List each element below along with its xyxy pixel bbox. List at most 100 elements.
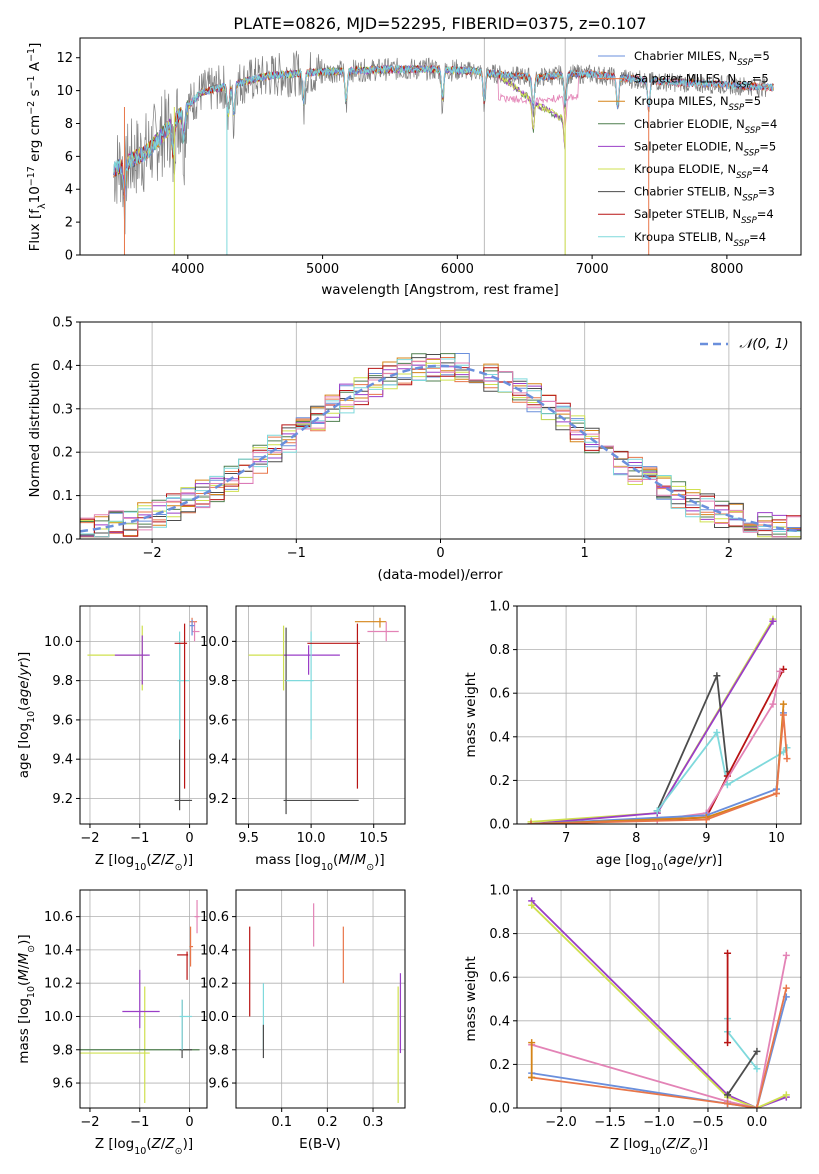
spectrum-ytick-label: 4 [65, 183, 73, 198]
age-vs-z-ylabel-part: 10 [26, 711, 37, 723]
legend-label-text: Kroupa MILES, N [634, 94, 729, 108]
weight-vs-z-xlabel-part: ⊙ [690, 1146, 698, 1157]
legend-label-kroupa_elodie: Kroupa ELODIE, NSSP=4 [634, 162, 769, 181]
spectrum-ylabel-part: Flux [f [27, 208, 43, 252]
hist-pink [80, 358, 801, 539]
age_vs_mass-xtick-label: 10.0 [297, 831, 326, 846]
mass_vs_ebv-xtick-label: 0.3 [363, 1115, 384, 1130]
age-vs-mass-xlabel-part: ( [333, 852, 338, 868]
weight-marker-kroupa_miles [528, 1039, 536, 1047]
age-vs-z-ylabel-part: age [log [16, 723, 32, 778]
age_vs_mass-xtick-label: 9.5 [238, 831, 259, 846]
legend-label-count: =4 [752, 162, 769, 176]
weight-marker-pink [782, 951, 790, 959]
spectrum-ylabel-part: 10 [27, 186, 43, 203]
mass_vs_Z-xtick-label: 0 [185, 1115, 193, 1130]
legend-label-sub: SSP [736, 171, 752, 181]
age_vs_Z-ytick-label: 9.6 [52, 713, 73, 728]
mass-vs-z-ylabel-part: M [16, 952, 32, 964]
weight_vs_age-frame [516, 605, 802, 825]
weight_vs_Z-xtick-label: −0.5 [692, 1115, 724, 1130]
weight_vs_age-ytick-label: 0.2 [489, 774, 510, 789]
legend-label-text: Salpeter ELODIE, N [634, 139, 744, 153]
weight-line-kroupa_stelib [726, 1018, 758, 1070]
legend-label-sub: SSP [736, 81, 752, 91]
legend-label-count: =4 [757, 207, 774, 221]
weight_vs_Z-xtick-label: −1.5 [594, 1115, 626, 1130]
weight_vs_Z-xtick-label: −1.0 [643, 1115, 675, 1130]
spectrum-xtick-label: 5000 [306, 262, 339, 277]
mass_vs_ebv-xtick-label: 0.2 [317, 1115, 338, 1130]
weight-marker-pink [776, 667, 784, 675]
mass-vs-z-xlabel-part: Z [164, 1136, 175, 1152]
weight_vs_age-xtick-label: 8 [632, 831, 640, 846]
spectrum-ylabel-part: λ [37, 203, 48, 209]
mass-vs-z-xlabel-part: Z [log [95, 1136, 134, 1152]
age-vs-mass-xlabel-part: mass [log [255, 852, 321, 868]
mass-vs-z-ylabel-part: )] [16, 934, 32, 945]
legend-label-text: Chabrier MILES, N [634, 49, 737, 63]
legend-label-count: =4 [760, 117, 777, 131]
legend-label-text: Kroupa STELIB, N [634, 230, 734, 244]
age-vs-mass-xlabel-part: )] [374, 852, 385, 868]
weight-marker-salpeter_miles [772, 789, 780, 797]
weight-vs-age-xlabel-part: age [log [596, 852, 651, 868]
weight-line-chabrier_stelib [726, 1050, 758, 1096]
spectrum-frame [79, 37, 802, 256]
legend-label-salpeter_stelib: Salpeter STELIB, NSSP=4 [634, 207, 774, 226]
mass_vs_ebv-ytick-label: 10.0 [200, 1010, 229, 1025]
weight-marker-chabrier_stelib [753, 1047, 761, 1055]
weight-marker-salpeter_stelib [724, 1039, 732, 1047]
weight_vs_Z-ytick-label: 1.0 [489, 884, 510, 899]
spectrum-plot-area [113, 38, 774, 255]
age_vs_Z-ytick-label: 9.8 [52, 674, 73, 689]
legend-label-sub: SSP [744, 148, 760, 158]
spectrum-ytick-label: 8 [65, 117, 73, 132]
legend-label-sub: SSP [729, 103, 745, 113]
weight-marker-kroupa_elodie [782, 1091, 790, 1099]
weight-marker-salpeter_miles [753, 1104, 761, 1108]
weight-vs-z-xlabel-part: Z [666, 1136, 677, 1152]
weight_vs_Z-ytick-label: 0.6 [489, 971, 510, 986]
weight_vs_Z-xtick-label: 0.0 [747, 1115, 768, 1130]
mass_vs_Z-ytick-label: 9.6 [52, 1077, 73, 1092]
weight-marker-kroupa_miles [779, 700, 787, 708]
residuals-ytick-label: 0.5 [52, 316, 73, 331]
hist-ylabel: Normed distribution [27, 363, 43, 498]
spectrum-data-line [113, 50, 768, 235]
age_vs_mass-ytick-label: 9.2 [208, 792, 229, 807]
residuals-xtick-label: 0 [436, 546, 444, 561]
mass-vs-z-xlabel: Z [log10(Z/Z⊙)] [95, 1136, 193, 1157]
residuals-xtick-label: 1 [581, 546, 589, 561]
weight_vs_age-frame-group: 7 8 9 10 0.0 0.2 0.4 0.6 0.8 1.0 mass weight age [l… [463, 600, 802, 873]
legend-label-count: =5 [753, 49, 770, 63]
legend-label-count: =4 [749, 230, 766, 244]
legend-label-chabrier_stelib: Chabrier STELIB, NSSP=3 [634, 185, 775, 204]
residuals-ytick-label: 0.0 [52, 533, 73, 548]
age-vs-z-xlabel-part: ⊙ [175, 862, 183, 873]
spectrum-ytick-label: 6 [65, 150, 73, 165]
mass-vs-z-ylabel-part: 10 [26, 986, 37, 998]
mass-vs-z-ylabel-part: mass [log [16, 998, 32, 1064]
age_vs_Z-ytick-label: 9.2 [52, 792, 73, 807]
spectrum-xtick-label: 4000 [171, 262, 204, 277]
mass_vs_ebv-ytick-label: 10.6 [200, 910, 229, 925]
legend-label-sub: SSP [745, 126, 761, 136]
weight-vs-age-xlabel-part: yr [697, 852, 713, 868]
mass-vs-z-ylabel: mass [log10(M/M⊙)] [16, 934, 37, 1063]
weight-vs-z-xlabel-part: ( [661, 1136, 666, 1152]
mass-vs-z-ylabel-part: ⊙ [26, 945, 37, 953]
mass_vs_Z-ytick-label: 10.2 [44, 977, 73, 992]
legend-label-chabrier_elodie: Chabrier ELODIE, NSSP=4 [634, 117, 777, 136]
weight-marker-salpeter_elodie [769, 617, 777, 625]
mass_vs_Z-ytick-label: 9.8 [52, 1043, 73, 1058]
age-vs-mass-xlabel-part: / [350, 852, 355, 868]
spectrum-ytick-label: 0 [65, 249, 73, 264]
residuals-ytick-label: 0.1 [52, 489, 73, 504]
weight-vs-z-xlabel-part: )] [698, 1136, 709, 1152]
legend-label-salpeter_elodie: Salpeter ELODIE, NSSP=5 [634, 139, 776, 158]
weight-marker-chabrier_stelib [724, 1091, 732, 1099]
